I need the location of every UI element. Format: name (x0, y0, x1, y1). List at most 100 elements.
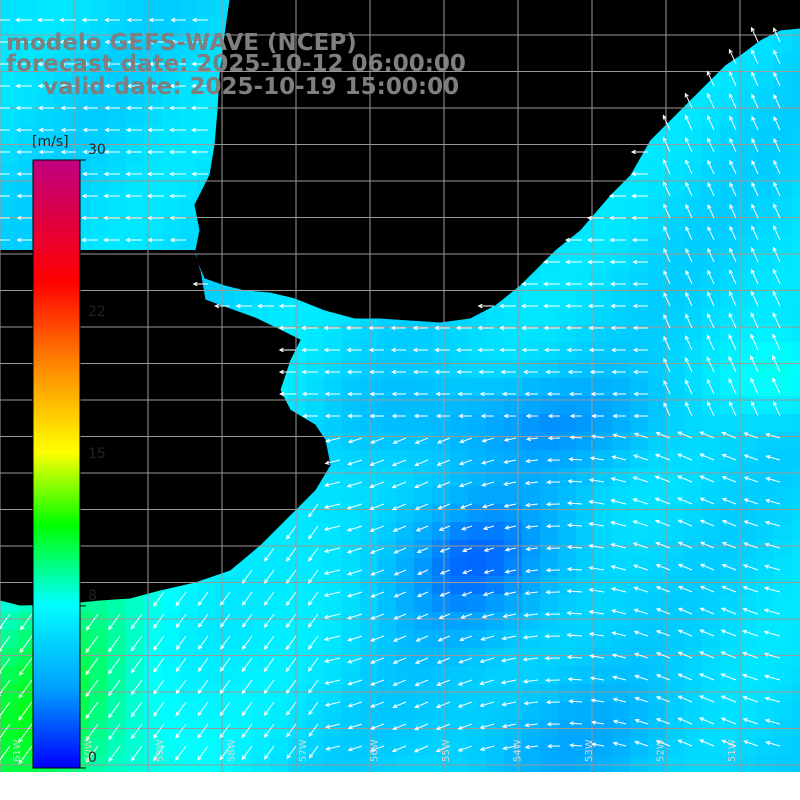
wind-arrow (699, 607, 715, 615)
wind-arrow (307, 569, 319, 584)
field-cell (342, 702, 361, 721)
field-cell (198, 126, 217, 145)
field-cell (594, 360, 613, 379)
field-cell (162, 144, 181, 163)
field-cell (270, 558, 289, 577)
field-cell (486, 612, 505, 631)
wind-arrow (480, 413, 494, 419)
wind-arrow (85, 701, 99, 720)
field-cell (162, 90, 181, 109)
field-cell (792, 126, 800, 145)
wind-arrow (720, 717, 737, 725)
field-cell (630, 198, 649, 217)
field-cell (720, 126, 739, 145)
wind-arrow (699, 475, 715, 483)
wind-arrow (589, 654, 605, 659)
field-cell (180, 18, 199, 37)
field-cell (378, 666, 397, 685)
field-cell (216, 684, 235, 703)
wind-arrow (197, 613, 209, 628)
field-cell (162, 702, 181, 721)
wind-arrow (699, 541, 715, 549)
wind-arrow (634, 718, 649, 725)
field-cell (666, 288, 685, 307)
field-cell (144, 126, 163, 145)
field-cell (360, 594, 379, 613)
field-cell (234, 720, 253, 739)
field-cell (594, 702, 613, 721)
field-cell (108, 612, 127, 631)
field-cell (648, 162, 667, 181)
field-cell (414, 648, 433, 667)
field-cell (18, 0, 37, 19)
field-cell (738, 162, 757, 181)
field-cell (684, 630, 703, 649)
wind-arrow (685, 181, 693, 197)
wind-arrow (546, 744, 561, 749)
field-cell (684, 540, 703, 559)
field-cell (360, 324, 379, 343)
wind-arrow (0, 173, 10, 175)
field-cell (792, 468, 800, 487)
field-cell (774, 252, 793, 271)
field-cell (738, 360, 757, 379)
field-cell (270, 576, 289, 595)
field-cell (522, 648, 541, 667)
field-cell (684, 414, 703, 433)
field-cell (162, 684, 181, 703)
field-cell (162, 720, 181, 739)
field-cell (540, 558, 559, 577)
wind-arrow (564, 259, 582, 265)
field-cell (720, 324, 739, 343)
wind-arrow (457, 391, 472, 397)
wind-arrow (590, 698, 605, 703)
wind-arrow (392, 723, 407, 731)
wind-arrow (588, 609, 605, 615)
wind-arrow (632, 347, 648, 353)
field-cell (774, 144, 793, 163)
field-cell (432, 666, 451, 685)
field-cell (252, 594, 271, 613)
wind-arrow (152, 591, 165, 608)
field-cell (684, 648, 703, 667)
colorbar-tick-label: 22 (88, 304, 106, 320)
wind-arrow (461, 591, 473, 597)
wind-arrow (323, 525, 341, 531)
wind-arrow (525, 413, 538, 419)
wind-arrow (82, 149, 98, 155)
wind-arrow (542, 281, 560, 287)
field-cell (540, 504, 559, 523)
field-cell (702, 324, 721, 343)
wind-arrow (369, 701, 385, 708)
wind-arrow (663, 379, 671, 395)
field-cell (612, 522, 631, 541)
field-cell (396, 594, 415, 613)
field-cell (90, 0, 109, 19)
field-cell (684, 216, 703, 235)
field-cell (630, 396, 649, 415)
wind-arrow (763, 630, 781, 637)
field-cell (396, 648, 415, 667)
wind-arrow (569, 413, 582, 419)
wind-arrow (263, 547, 275, 562)
field-cell (378, 612, 397, 631)
field-cell (702, 288, 721, 307)
field-cell (252, 630, 271, 649)
wind-arrow (369, 525, 385, 532)
wind-arrow (566, 545, 583, 550)
field-cell (180, 594, 199, 613)
wind-arrow (751, 71, 759, 87)
field-cell (324, 396, 343, 415)
wind-arrow (729, 115, 737, 131)
wind-arrow (175, 701, 187, 717)
longitude-label: 53W (584, 739, 595, 762)
wind-arrow (501, 391, 516, 397)
field-cell (432, 360, 451, 379)
field-cell (774, 432, 793, 451)
wind-arrow (685, 401, 693, 417)
field-cell (684, 360, 703, 379)
field-cell (108, 702, 127, 721)
field-cell (486, 432, 505, 451)
field-cell (630, 594, 649, 613)
field-cell (108, 234, 127, 253)
